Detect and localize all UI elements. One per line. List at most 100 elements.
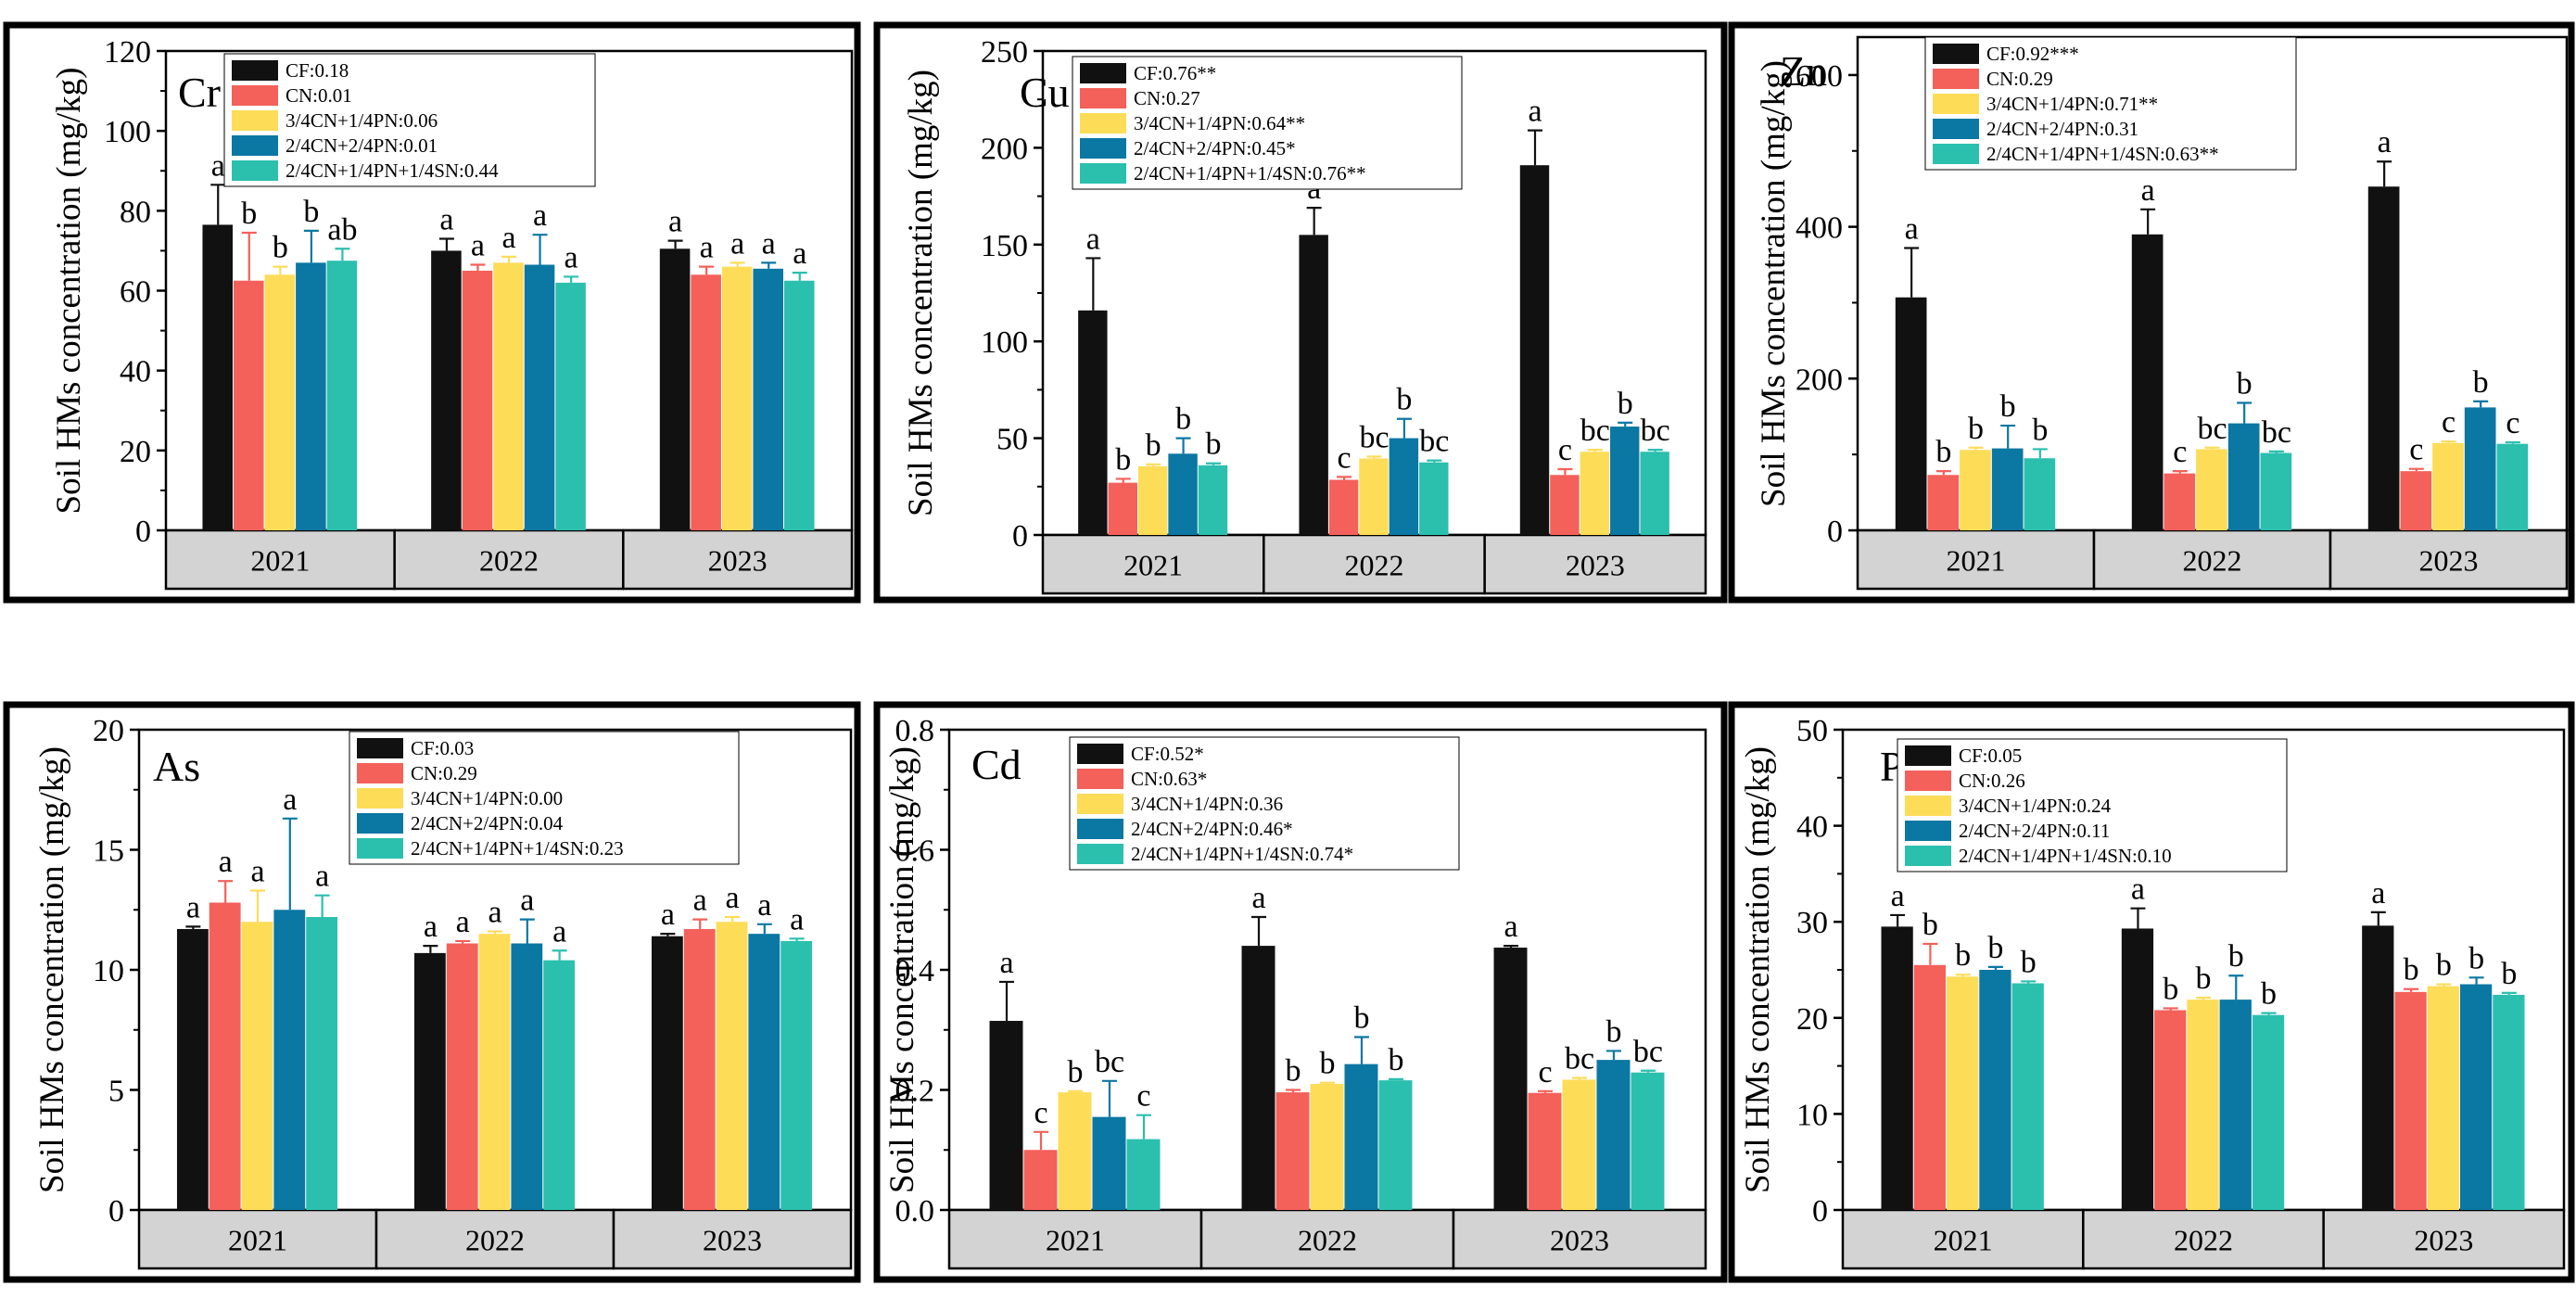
bar-as-2023-s1 [683, 928, 716, 1210]
bar-cd-2023-s1 [1528, 1092, 1562, 1210]
panel-frame [1728, 701, 2575, 1283]
category-cell-2021 [1841, 1208, 2085, 1270]
bar-as-2021-s2 [241, 922, 273, 1210]
y-tick-label: 50 [996, 423, 1028, 457]
category-label: 2023 [2414, 1224, 2473, 1257]
bar-zn-2021-s0 [1895, 297, 1927, 530]
bar-cu-2023-s4 [1640, 452, 1669, 535]
y-tick-label: 80 [120, 195, 151, 229]
bar-pb-2023-s4 [2493, 994, 2525, 1210]
significance-letter: bc [1565, 1042, 1594, 1076]
significance-letter: a [790, 902, 804, 936]
bar-cd-2023-s2 [1562, 1079, 1596, 1210]
bar-pb-2022-s1 [2154, 1010, 2187, 1210]
bar-cu-2022-s2 [1359, 458, 1389, 535]
bar-cr-2023-s4 [783, 280, 815, 530]
panel-frame [1728, 21, 2575, 604]
y-tick-label: 0 [1827, 515, 1843, 549]
legend: CF:0.92*** CN:0.29 3/4CN+1/4PN:0.71** 2/4CN… [1924, 36, 2297, 171]
legend-swatch [1905, 745, 1951, 766]
significance-letter: a [219, 845, 233, 879]
significance-letter: c [1136, 1079, 1150, 1114]
bar-cu-2022-s0 [1299, 235, 1328, 536]
category-label: 2022 [479, 544, 539, 578]
bar-cu-2021-s0 [1078, 310, 1108, 535]
significance-letter: a [1905, 212, 1919, 247]
significance-letter: b [2237, 366, 2252, 401]
significance-letter: b [1205, 427, 1221, 462]
y-axis-label: Soil HMs concentration (mg/kg) [902, 70, 940, 516]
category-label: 2021 [1947, 544, 2006, 578]
metal-title: Zn [1780, 47, 1827, 95]
significance-letter: bc [2262, 415, 2291, 450]
bar-pb-2023-s2 [2427, 986, 2459, 1210]
y-tick-label: 20 [120, 435, 151, 469]
significance-letter: b [1605, 1014, 1621, 1049]
y-tick-label: 0.0 [895, 1194, 935, 1229]
bar-pb-2021-s4 [2011, 983, 2044, 1210]
significance-letter: b [2228, 939, 2244, 974]
y-tick-label: 0 [1012, 519, 1028, 554]
y-tick-label: 100 [104, 115, 151, 149]
bar-zn-2023-s2 [2432, 442, 2464, 530]
y-tick-label: 600 [1796, 59, 1843, 94]
panel-cr: 0 20 40 60 80 100 120 Soil HMs concentration (m… [3, 21, 861, 604]
bar-pb-2021-s3 [1979, 970, 2011, 1210]
significance-letter: b [273, 231, 288, 265]
category-label: 2022 [1298, 1224, 1357, 1257]
bar-as-2023-s0 [651, 936, 683, 1210]
category-label: 2023 [1566, 549, 1625, 582]
legend-label: 2/4CN+2/4PN:0.04 [411, 812, 564, 834]
bar-as-2022-s4 [543, 960, 576, 1210]
legend-swatch [1080, 163, 1126, 184]
legend-swatch [1080, 88, 1126, 108]
significance-letter: a [1251, 881, 1265, 915]
category-label: 2021 [1934, 1224, 1993, 1257]
significance-letter: a [661, 898, 675, 932]
significance-letter: c [1538, 1055, 1552, 1089]
bar-cu-2021-s3 [1168, 453, 1198, 535]
significance-letter: b [1353, 1001, 1369, 1036]
bar-cr-2023-s0 [659, 248, 691, 530]
bar-pb-2021-s0 [1881, 926, 1913, 1210]
significance-letter: b [1618, 387, 1633, 421]
significance-letter: b [1146, 428, 1161, 463]
bar-cd-2023-s4 [1631, 1072, 1665, 1210]
significance-letter: bc [1580, 414, 1610, 448]
y-tick-label: 60 [120, 275, 151, 310]
legend-label: CF:0.03 [411, 737, 474, 759]
legend: CF:0.05 CN:0.26 3/4CN+1/4PN:0.24 2/4CN+2/4P… [1897, 738, 2288, 872]
significance-letter: b [1320, 1047, 1336, 1081]
category-label: 2022 [2183, 544, 2242, 578]
bar-zn-2023-s3 [2464, 407, 2496, 530]
category-label: 2021 [1046, 1224, 1105, 1257]
legend-label: CF:0.05 [1959, 745, 2022, 767]
y-axis-label: Soil HMs concentration (mg/kg) [50, 68, 88, 515]
bar-cr-2022-s0 [431, 250, 462, 530]
legend: CF:0.52* CN:0.63* 3/4CN+1/4PN:0.36 2/4CN+2/… [1069, 736, 1460, 871]
metal-title: Cu [1020, 69, 1070, 116]
legend-swatch [357, 738, 403, 758]
legend-label: 2/4CN+2/4PN:0.11 [1959, 820, 2110, 842]
significance-letter: a [2141, 173, 2155, 208]
significance-letter: b [2501, 957, 2517, 991]
bar-cd-2023-s0 [1493, 948, 1528, 1210]
legend-swatch [1077, 794, 1123, 814]
bar-cr-2021-s3 [296, 262, 326, 530]
legend-swatch [232, 135, 278, 156]
legend-swatch [1905, 846, 1951, 866]
bar-as-2022-s0 [413, 952, 446, 1210]
bar-zn-2021-s2 [1960, 450, 1991, 530]
y-tick-label: 0.4 [895, 954, 935, 988]
bar-cd-2022-s2 [1310, 1084, 1344, 1210]
bar-pb-2022-s3 [2219, 1000, 2252, 1210]
significance-letter: b [1396, 383, 1412, 417]
bar-cu-2023-s0 [1519, 165, 1550, 535]
y-tick-label: 120 [104, 35, 151, 70]
legend-swatch [1077, 844, 1123, 864]
legend-swatch [232, 85, 278, 106]
legend-label: 3/4CN+1/4PN:0.24 [1959, 795, 2112, 817]
significance-letter: a [668, 205, 682, 239]
bar-cd-2021-s4 [1126, 1139, 1161, 1210]
bar-as-2021-s4 [306, 917, 338, 1210]
